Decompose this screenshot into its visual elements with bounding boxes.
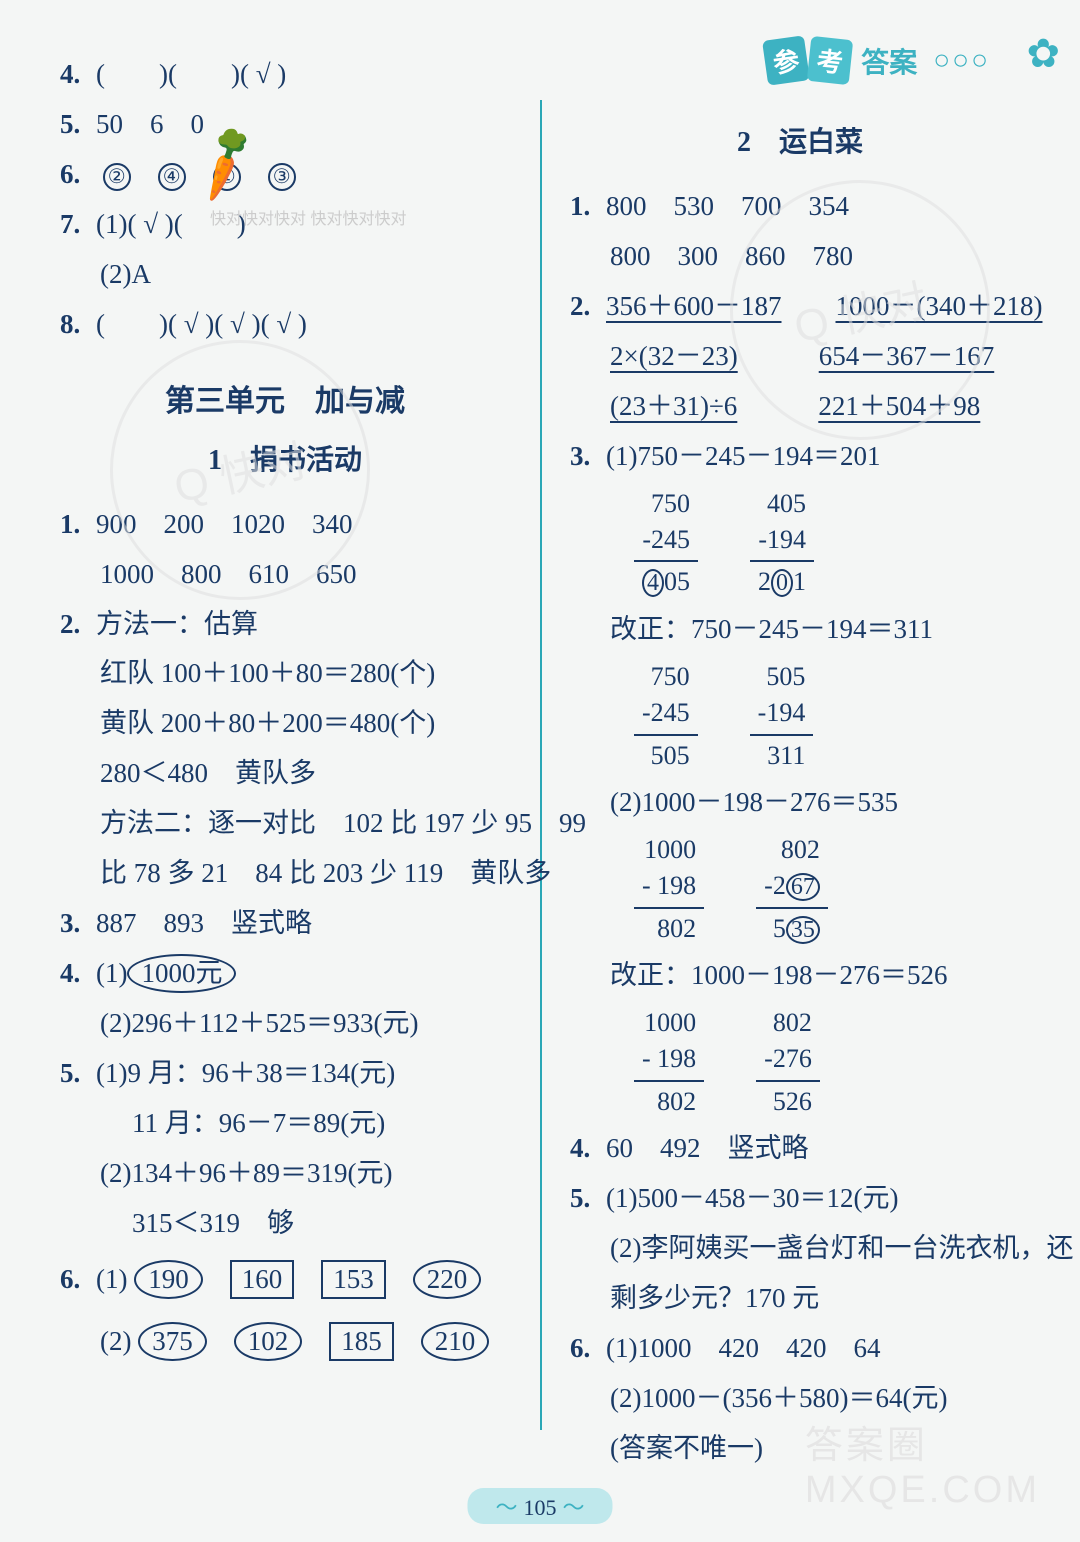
s1q2-m1: 2.方法一：估算 <box>60 600 510 650</box>
circled-35: 35 <box>786 916 820 944</box>
page: 参 考 答案 ○○○ ✿ 🥕 快对快对快对 快对快对快对 Q 快对 4.( )(… <box>0 0 1080 1542</box>
circled-0: 0 <box>771 569 793 597</box>
s1q6r1: 6.(1) 190 160 153 220 <box>60 1255 510 1305</box>
rq4: 4.60 492 竖式略 <box>570 1124 1030 1174</box>
s1q1b: 1000 800 610 650 <box>60 550 510 600</box>
rq6b: (2)1000－(356＋580)＝64(元) <box>570 1374 1030 1424</box>
s1q2-yel: 黄队 200＋80＋200＝480(个) <box>60 699 510 749</box>
rq3p2-calc: 1000 - 198 802 802 -267 535 <box>570 828 1030 951</box>
rq5b2: 剩多少元？170 元 <box>570 1274 1030 1324</box>
calcf-750-245: 750 -245 505 <box>634 659 698 774</box>
calcf-1000-198: 1000 - 198 802 <box>634 1005 704 1120</box>
oval-1000: 1000元 <box>127 954 236 993</box>
s1q5c: 315＜319 够 <box>60 1199 510 1249</box>
calc-802-267: 802 -267 535 <box>756 832 828 947</box>
cell-160: 160 <box>230 1260 295 1299</box>
rq1b: 800 300 860 780 <box>570 232 1030 282</box>
calcf-505-194: 505 -194 311 <box>750 659 814 774</box>
rq3p1fix: 改正：750－245－194＝311 <box>570 605 1030 655</box>
calc-405-194: 405 -194 201 <box>750 486 814 601</box>
s1q2-m2b: 比 78 多 21 84 比 203 少 119 黄队多 <box>60 849 510 899</box>
s1q5b: (2)134＋96＋89＝319(元) <box>60 1149 510 1199</box>
s1q5a2: 11 月：96－7＝89(元) <box>60 1099 510 1149</box>
rq3p2fix: 改正：1000－198－276＝526 <box>570 951 1030 1001</box>
rq6c: (答案不唯一) <box>570 1424 1030 1474</box>
page-number: 105 <box>467 1488 612 1524</box>
s1q4a: 4.(1)1000元 <box>60 949 510 999</box>
calcf-802-276: 802 -276 526 <box>756 1005 820 1120</box>
s1q3: 3.887 893 竖式略 <box>60 899 510 949</box>
rq3p1e: 3.(1)750－245－194＝201 <box>570 432 1030 482</box>
unit-title: 第三单元 加与减 <box>60 376 510 420</box>
q7b: (2)A <box>60 250 510 300</box>
cell-102: 102 <box>234 1322 303 1361</box>
rq2r1: 2.356＋600－187 1000－(340＋218) <box>570 282 1030 332</box>
rq2r2: 2×(32－23) 654－367－167 <box>570 332 1030 382</box>
q8: 8.( )( √ )( √ )( √ ) <box>60 300 510 350</box>
left-column: 🥕 快对快对快对 快对快对快对 Q 快对 4.( )( )( √ ) 5.50 … <box>0 0 540 1542</box>
q7a: 7.(1)( √ )( ) <box>60 200 510 250</box>
cell-153: 153 <box>321 1260 386 1299</box>
s1q1a: 1.900 200 1020 340 <box>60 500 510 550</box>
rq6a: 6.(1)1000 420 420 64 <box>570 1324 1030 1374</box>
rq3p2-fixcalc: 1000 - 198 802 802 -276 526 <box>570 1001 1030 1124</box>
calc-1000-198: 1000 - 198 802 <box>634 832 704 947</box>
rq3p1-fixcalc: 750 -245 505 505 -194 311 <box>570 655 1030 778</box>
s1q2-cmp: 280＜480 黄队多 <box>60 749 510 799</box>
rq5b: (2)李阿姨买一盏台灯和一台洗衣机，还 <box>570 1224 1030 1274</box>
cell-220: 220 <box>413 1260 482 1299</box>
calc-750-245: 750 -245 405 <box>634 486 698 601</box>
s1q5a: 5.(1)9 月：96＋38＝134(元) <box>60 1049 510 1099</box>
q5: 5.50 6 0 <box>60 100 510 150</box>
s1q2-m2a: 方法二：逐一对比 102 比 197 少 95 99 <box>60 799 510 849</box>
s1q2-red: 红队 100＋100＋80＝280(个) <box>60 649 510 699</box>
sub-title-2: 2 运白菜 <box>570 120 1030 160</box>
cell-185: 185 <box>329 1322 394 1361</box>
cell-190: 190 <box>134 1260 203 1299</box>
rq2r3: (23＋31)÷6 221＋504＋98 <box>570 382 1030 432</box>
rq5a: 5.(1)500－458－30＝12(元) <box>570 1174 1030 1224</box>
rq3p1-calc: 750 -245 405 405 -194 201 <box>570 482 1030 605</box>
cell-375: 375 <box>138 1322 207 1361</box>
cell-210: 210 <box>421 1322 490 1361</box>
circled-67: 67 <box>786 873 820 901</box>
circled-4: 4 <box>642 569 664 597</box>
right-column: Q 快对 2 运白菜 1.800 530 700 354 800 300 860… <box>540 0 1080 1542</box>
s1q4b: (2)296＋112＋525＝933(元) <box>60 999 510 1049</box>
sub-title-1: 1 捐书活动 <box>60 438 510 478</box>
q4: 4.( )( )( √ ) <box>60 50 510 100</box>
q6: 6. ② ④ ① ③ <box>60 150 510 200</box>
rq1a: 1.800 530 700 354 <box>570 182 1030 232</box>
rq3p2e: (2)1000－198－276＝535 <box>570 778 1030 828</box>
s1q6r2: (2) 375 102 185 210 <box>60 1317 510 1367</box>
